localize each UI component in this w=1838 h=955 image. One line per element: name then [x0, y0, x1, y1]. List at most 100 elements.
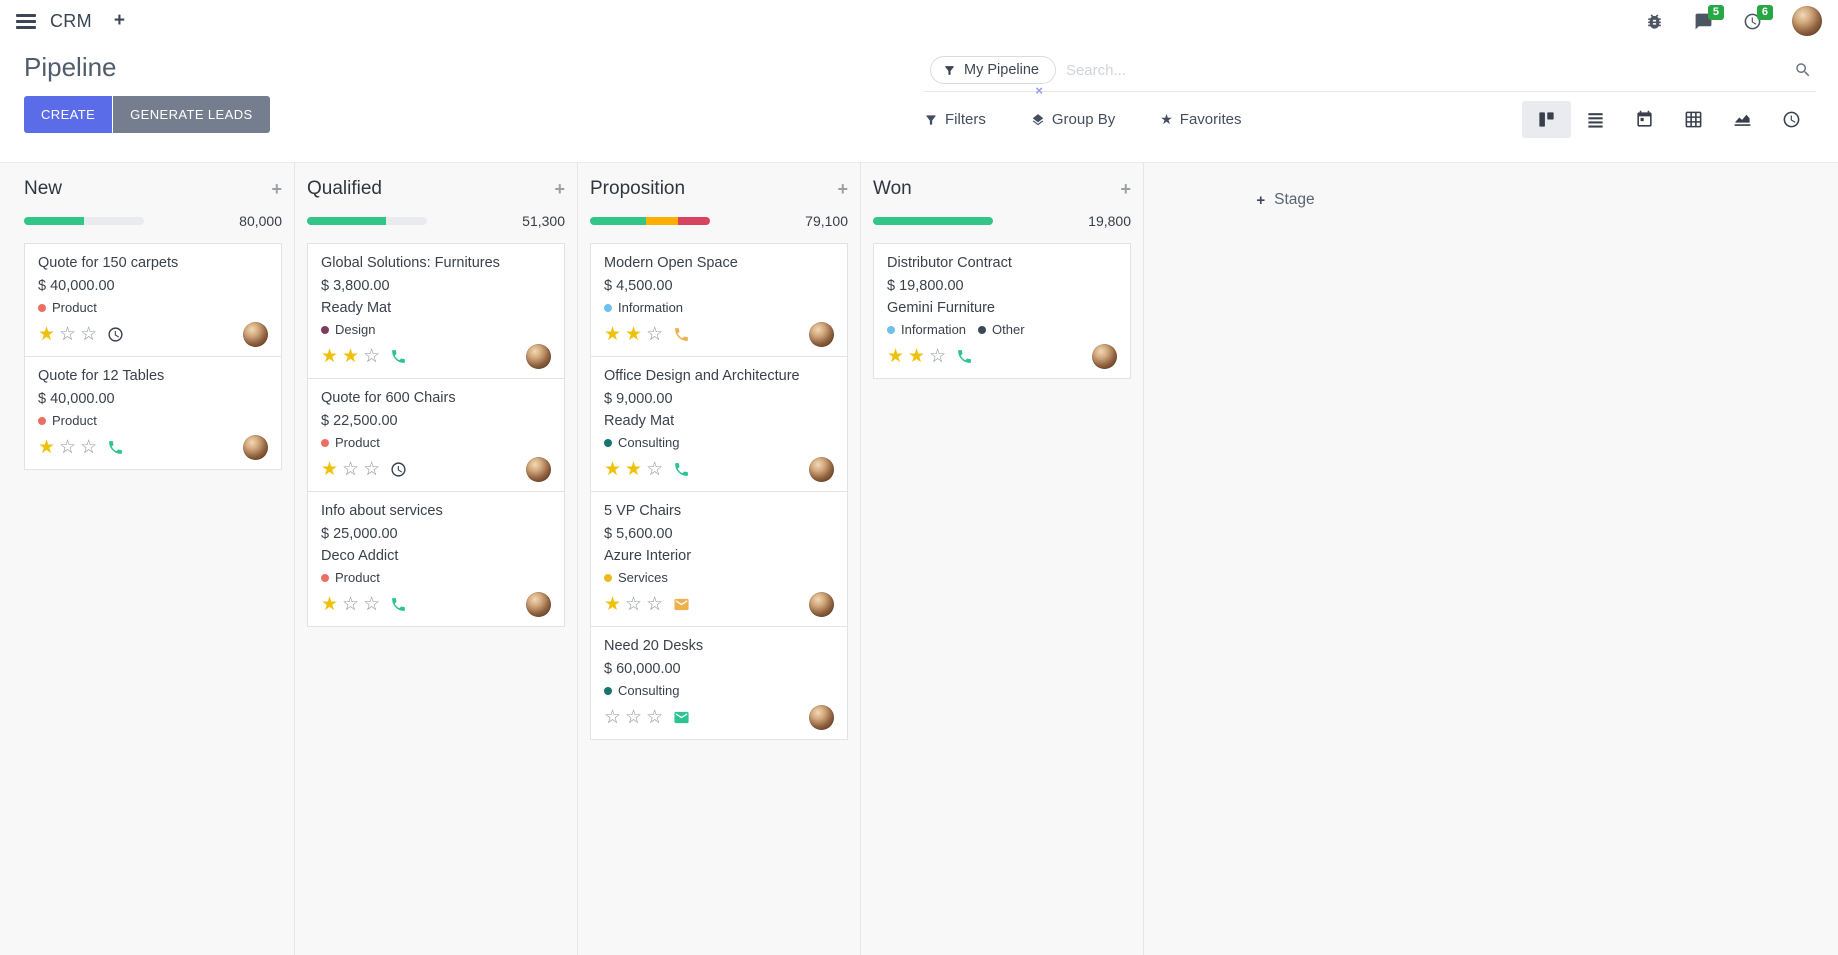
activity-clock-icon[interactable] [107, 326, 124, 343]
card-amount: $ 3,800.00 [321, 278, 390, 294]
kanban-card[interactable]: Distributor Contract $ 19,800.00 Gemini … [873, 243, 1131, 379]
activity-phone-icon[interactable] [390, 348, 407, 365]
add-record-icon[interactable]: + [1120, 178, 1131, 199]
group-by-menu[interactable]: Group By [1031, 111, 1115, 128]
create-button[interactable]: CREATE [24, 96, 113, 133]
kanban-card[interactable]: Need 20 Desks $ 60,000.00 Consulting ☆ ☆… [590, 626, 848, 740]
tag: Product [321, 570, 380, 585]
star-filled-icon[interactable]: ★ [625, 324, 643, 345]
star-empty-icon[interactable]: ☆ [59, 437, 77, 458]
activity-phone-icon[interactable] [673, 326, 690, 343]
priority-stars[interactable]: ★ ★ ☆ [604, 325, 663, 344]
column-progress-bar[interactable] [307, 217, 427, 225]
calendar-view-icon[interactable] [1620, 101, 1669, 138]
search-bar: My Pipeline × [924, 54, 1816, 98]
star-filled-icon[interactable]: ★ [604, 324, 622, 345]
favorites-menu[interactable]: ★ Favorites [1160, 111, 1241, 128]
filters-menu[interactable]: Filters [924, 111, 986, 128]
card-partner: Ready Mat [321, 300, 392, 316]
star-empty-icon[interactable]: ☆ [604, 707, 622, 728]
remove-facet-icon[interactable]: × [1035, 83, 1043, 98]
star-filled-icon[interactable]: ★ [321, 594, 339, 615]
star-empty-icon[interactable]: ☆ [363, 459, 381, 480]
activity-envelope-icon[interactable] [673, 709, 690, 726]
star-empty-icon[interactable]: ☆ [80, 324, 98, 345]
star-filled-icon[interactable]: ★ [625, 459, 643, 480]
star-filled-icon[interactable]: ★ [908, 346, 926, 367]
kanban-card[interactable]: Global Solutions: Furnitures $ 3,800.00 … [307, 243, 565, 379]
star-empty-icon[interactable]: ☆ [342, 594, 360, 615]
star-empty-icon[interactable]: ☆ [363, 346, 381, 367]
priority-stars[interactable]: ★ ☆ ☆ [321, 460, 380, 479]
graph-view-icon[interactable] [1718, 101, 1767, 138]
pivot-view-icon[interactable] [1669, 101, 1718, 138]
activity-phone-icon[interactable] [956, 348, 973, 365]
priority-stars[interactable]: ★ ☆ ☆ [38, 325, 97, 344]
activity-clock-icon[interactable] [390, 461, 407, 478]
column-progress-bar[interactable] [590, 217, 710, 225]
star-empty-icon[interactable]: ☆ [59, 324, 77, 345]
star-filled-icon[interactable]: ★ [321, 346, 339, 367]
priority-stars[interactable]: ★ ★ ☆ [887, 347, 946, 366]
card-partner: Azure Interior [604, 548, 692, 564]
search-input[interactable] [1065, 61, 1794, 79]
activity-phone-icon[interactable] [390, 596, 407, 613]
priority-stars[interactable]: ★ ☆ ☆ [38, 438, 97, 457]
add-record-icon[interactable]: + [554, 178, 565, 199]
add-icon[interactable]: + [113, 10, 126, 31]
bug-icon[interactable] [1645, 12, 1664, 31]
priority-stars[interactable]: ★ ★ ☆ [321, 347, 380, 366]
star-filled-icon[interactable]: ★ [321, 459, 339, 480]
activity-phone-icon[interactable] [673, 461, 690, 478]
tag: Consulting [604, 435, 679, 450]
generate-leads-button[interactable]: GENERATE LEADS [113, 96, 270, 133]
kanban-card[interactable]: 5 VP Chairs $ 5,600.00 Azure Interior Se… [590, 491, 848, 627]
star-empty-icon[interactable]: ☆ [646, 324, 664, 345]
hamburger-menu-icon[interactable] [16, 13, 36, 29]
star-filled-icon[interactable]: ★ [38, 437, 56, 458]
search-facet-my-pipeline[interactable]: My Pipeline × [930, 56, 1056, 98]
add-stage-button[interactable]: + Stage [1256, 191, 1314, 209]
kanban-card[interactable]: Info about services $ 25,000.00 Deco Add… [307, 491, 565, 627]
star-filled-icon[interactable]: ★ [604, 594, 622, 615]
kanban-card[interactable]: Quote for 600 Chairs $ 22,500.00 Product… [307, 378, 565, 492]
column-progress-bar[interactable] [873, 217, 993, 225]
app-name[interactable]: CRM [50, 10, 92, 31]
priority-stars[interactable]: ★ ★ ☆ [604, 460, 663, 479]
priority-stars[interactable]: ★ ☆ ☆ [604, 595, 663, 614]
priority-stars[interactable]: ★ ☆ ☆ [321, 595, 380, 614]
column-progress-bar[interactable] [24, 217, 144, 225]
kanban-card[interactable]: Office Design and Architecture $ 9,000.0… [590, 356, 848, 492]
list-view-icon[interactable] [1571, 101, 1620, 138]
column-title: Won [873, 178, 912, 199]
star-empty-icon[interactable]: ☆ [625, 594, 643, 615]
tag: Information [887, 322, 966, 337]
star-empty-icon[interactable]: ☆ [929, 346, 947, 367]
add-record-icon[interactable]: + [837, 178, 848, 199]
add-record-icon[interactable]: + [271, 178, 282, 199]
star-filled-icon[interactable]: ★ [342, 346, 360, 367]
activity-view-icon[interactable] [1767, 101, 1816, 138]
activities-icon[interactable]: 6 [1743, 4, 1773, 31]
activity-envelope-icon[interactable] [673, 596, 690, 613]
kanban-view-icon[interactable] [1522, 101, 1571, 138]
star-empty-icon[interactable]: ☆ [646, 594, 664, 615]
activity-phone-icon[interactable] [107, 439, 124, 456]
star-empty-icon[interactable]: ☆ [80, 437, 98, 458]
star-empty-icon[interactable]: ☆ [342, 459, 360, 480]
star-empty-icon[interactable]: ☆ [646, 459, 664, 480]
star-filled-icon[interactable]: ★ [887, 346, 905, 367]
star-empty-icon[interactable]: ☆ [363, 594, 381, 615]
priority-stars[interactable]: ☆ ☆ ☆ [604, 708, 663, 727]
column-title: Proposition [590, 178, 686, 199]
kanban-card[interactable]: Modern Open Space $ 4,500.00 Information… [590, 243, 848, 357]
star-filled-icon[interactable]: ★ [38, 324, 56, 345]
user-avatar[interactable] [1792, 6, 1822, 36]
kanban-card[interactable]: Quote for 12 Tables $ 40,000.00 Product … [24, 356, 282, 470]
kanban-card[interactable]: Quote for 150 carpets $ 40,000.00 Produc… [24, 243, 282, 357]
messages-icon[interactable]: 5 [1694, 4, 1724, 31]
star-empty-icon[interactable]: ☆ [646, 707, 664, 728]
search-icon[interactable] [1794, 61, 1812, 79]
star-filled-icon[interactable]: ★ [604, 459, 622, 480]
star-empty-icon[interactable]: ☆ [625, 707, 643, 728]
